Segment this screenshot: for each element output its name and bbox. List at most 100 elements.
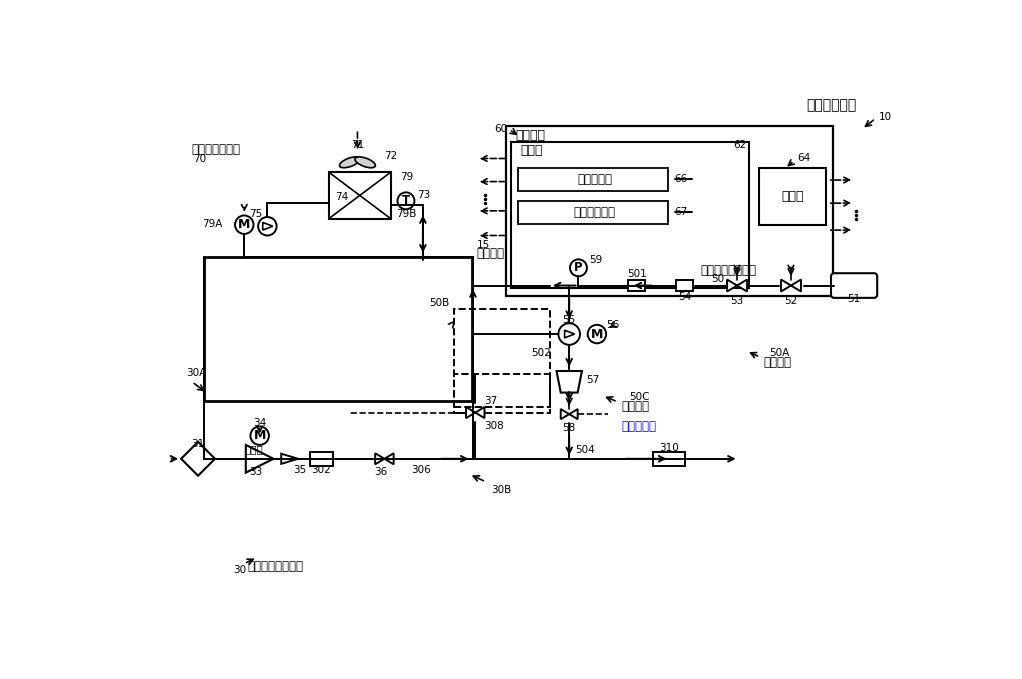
Text: 50A: 50A [770,348,790,359]
Bar [677,280,693,291]
Bar [310,452,333,466]
Text: T: T [402,194,410,207]
Text: 310: 310 [659,443,680,453]
Polygon shape [181,442,215,476]
Text: 62: 62 [733,140,746,149]
Text: 58: 58 [562,423,575,433]
Text: 308: 308 [484,422,504,431]
Text: M: M [253,429,266,442]
Text: 52: 52 [784,296,797,306]
Polygon shape [561,409,569,419]
Text: 循环系统: 循环系统 [763,356,791,369]
Text: 57: 57 [587,375,599,385]
Bar [204,257,472,401]
Text: 空压机: 空压机 [244,444,263,454]
Text: 冷却剂循环系统: 冷却剂循环系统 [192,143,241,155]
Text: 72: 72 [384,151,398,161]
Text: 70: 70 [193,154,206,164]
Text: 50C: 50C [630,392,650,402]
Text: 50B: 50B [429,298,450,308]
Text: 502: 502 [530,348,551,358]
Text: 排气排水阀: 排气排水阀 [621,420,656,433]
Bar [329,172,390,219]
Circle shape [588,325,606,344]
Polygon shape [727,280,737,291]
Text: 64: 64 [797,153,810,164]
Text: 306: 306 [412,465,431,475]
Text: 73: 73 [418,190,430,200]
Text: 33: 33 [249,467,263,477]
Text: 56: 56 [606,320,619,330]
Bar [517,201,667,224]
Text: 71: 71 [351,140,364,149]
Text: 35: 35 [293,465,307,475]
Text: 67: 67 [675,207,688,217]
Polygon shape [384,454,393,464]
Text: 50: 50 [711,274,725,284]
Text: 59: 59 [590,255,603,265]
Text: 36: 36 [374,467,387,477]
Bar [629,280,646,291]
Bar [506,126,833,295]
Polygon shape [375,454,384,464]
Text: 54: 54 [678,292,691,302]
Bar [511,141,748,288]
Text: 74: 74 [335,192,349,202]
Circle shape [235,215,253,234]
Circle shape [259,217,277,236]
Text: 10: 10 [879,112,892,122]
Text: M: M [591,327,603,341]
Text: 30B: 30B [491,485,511,494]
Circle shape [250,426,269,445]
Text: 循环系统: 循环系统 [477,246,505,259]
Bar [758,168,827,225]
Text: 15: 15 [477,240,491,250]
FancyBboxPatch shape [831,273,877,298]
Text: 60: 60 [495,124,508,134]
Text: 储水量取得部: 储水量取得部 [573,206,615,219]
Bar [653,452,686,466]
Text: 51: 51 [847,293,861,304]
Text: 79A: 79A [202,219,223,229]
Text: 30: 30 [233,566,246,575]
Bar [454,309,550,407]
Polygon shape [737,280,747,291]
Circle shape [558,323,580,345]
Text: 302: 302 [312,465,331,475]
Text: 排出系统: 排出系统 [621,400,650,413]
Text: 流量取得部: 流量取得部 [577,172,612,186]
Text: 燃料电池系统: 燃料电池系统 [806,98,856,113]
Text: 79B: 79B [396,209,416,219]
Text: 30A: 30A [186,367,206,378]
Text: 34: 34 [253,418,267,428]
Polygon shape [569,409,577,419]
Ellipse shape [339,157,360,168]
Text: 阳极气体供排系统: 阳极气体供排系统 [700,263,756,276]
Bar [454,374,550,413]
Text: 66: 66 [675,175,688,184]
Polygon shape [791,280,801,291]
Text: 存储部: 存储部 [781,189,803,203]
Ellipse shape [355,157,375,168]
Text: 504: 504 [575,445,595,454]
Bar [517,168,667,191]
Text: 控制部: 控制部 [520,144,543,158]
Circle shape [398,192,415,209]
Polygon shape [475,407,484,418]
Circle shape [570,259,587,276]
Text: 75: 75 [249,209,263,219]
Text: 控制装置: 控制装置 [515,129,546,142]
Text: M: M [238,218,250,232]
Text: 55: 55 [562,315,575,325]
Polygon shape [246,445,274,473]
Text: 阴极气体供应系统: 阴极气体供应系统 [247,560,304,573]
Polygon shape [781,280,791,291]
Text: P: P [574,261,583,274]
Polygon shape [466,407,475,418]
Polygon shape [557,371,582,392]
Text: 31: 31 [191,439,204,449]
Text: 501: 501 [628,269,647,279]
Text: 53: 53 [731,296,744,306]
Text: 79: 79 [400,172,413,182]
Polygon shape [281,454,298,464]
